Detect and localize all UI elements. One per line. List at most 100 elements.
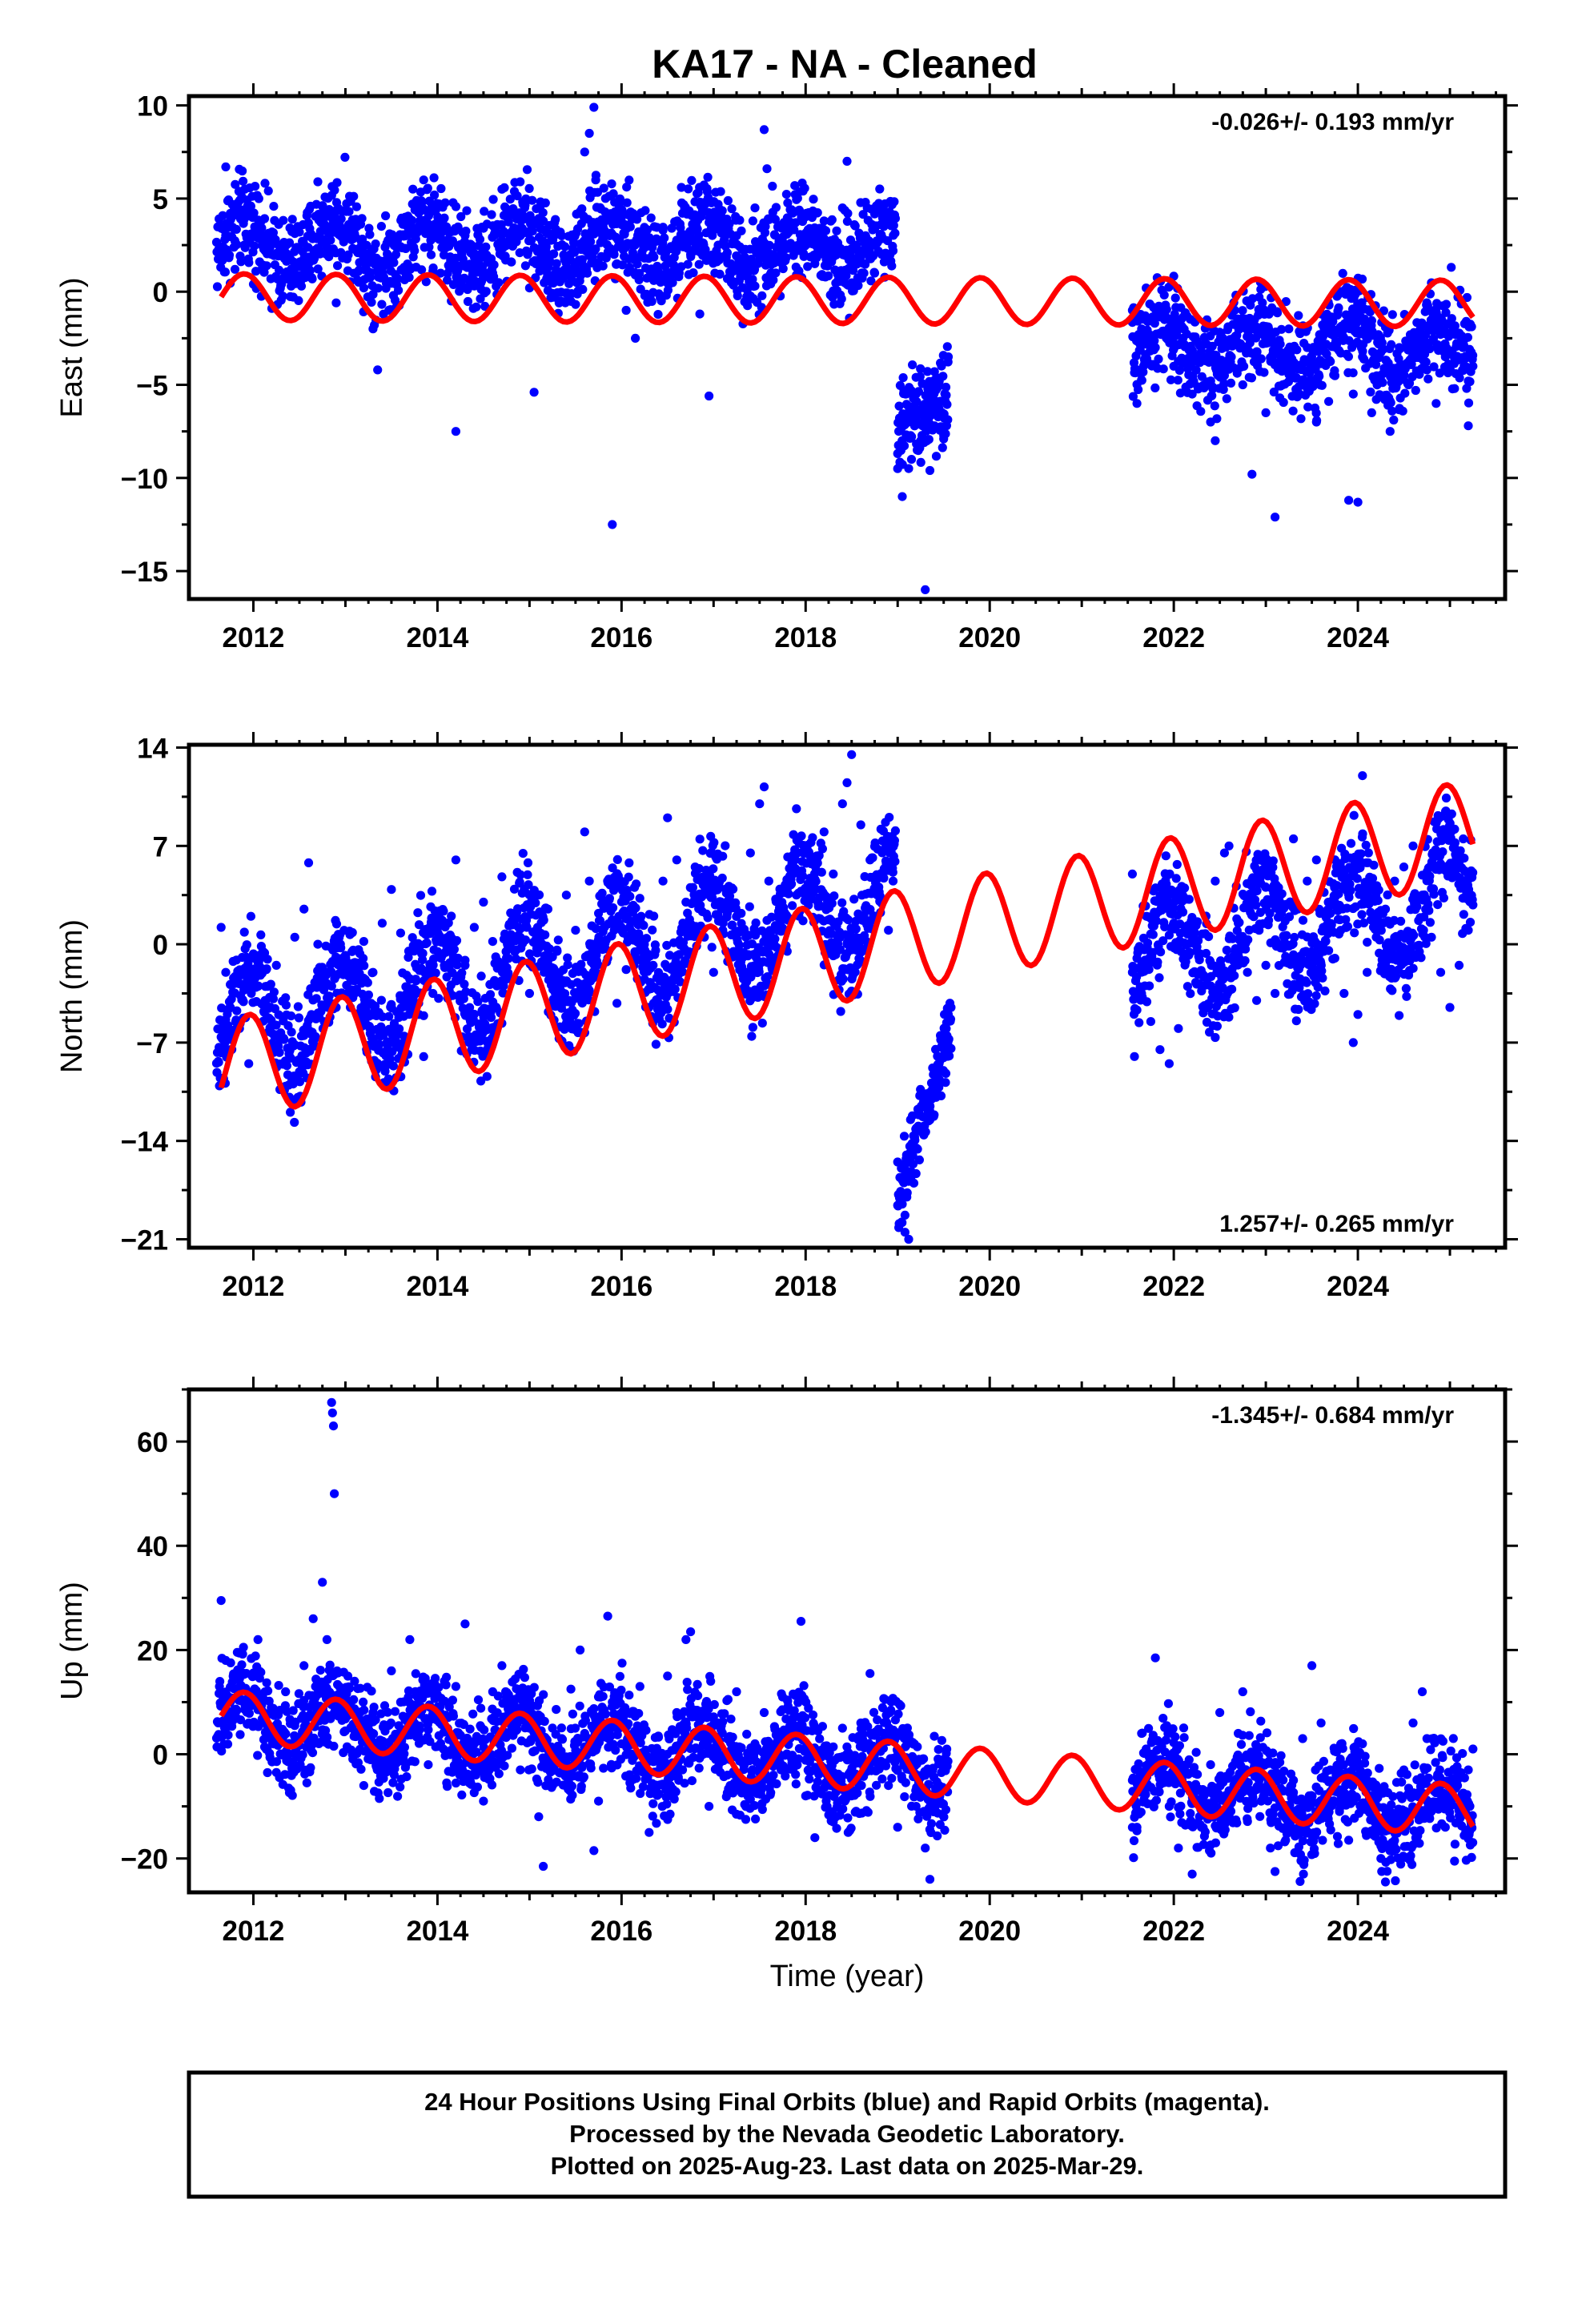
data-point [636, 911, 646, 921]
data-point [851, 916, 861, 927]
data-point [285, 274, 295, 283]
data-point [443, 275, 452, 285]
data-point [813, 858, 822, 868]
data-point [473, 997, 483, 1007]
data-point [593, 960, 603, 970]
data-point [231, 179, 240, 189]
data-point [506, 257, 516, 267]
data-point [1229, 333, 1239, 343]
data-point [646, 213, 656, 223]
data-point [1269, 387, 1279, 397]
data-point [1298, 915, 1308, 925]
data-point [1275, 361, 1284, 371]
data-point [221, 162, 231, 171]
data-point [578, 284, 588, 294]
data-point [1261, 408, 1271, 417]
data-point [916, 364, 926, 374]
data-point [363, 978, 372, 987]
data-point [381, 211, 391, 221]
data-point [266, 979, 275, 989]
data-point [684, 184, 693, 194]
data-point [939, 434, 949, 444]
data-point [452, 935, 462, 946]
data-point [801, 231, 810, 240]
data-point [330, 185, 339, 195]
data-point [351, 202, 361, 211]
data-point [707, 943, 717, 952]
data-point [303, 259, 314, 268]
data-point [632, 879, 641, 889]
data-point [803, 262, 813, 271]
data-point [476, 1076, 486, 1086]
data-point [367, 297, 376, 307]
data-point [908, 360, 917, 370]
data-points [211, 750, 1478, 1244]
data-point [269, 987, 279, 997]
data-point [284, 238, 295, 247]
data-point [716, 187, 725, 196]
data-point [1311, 991, 1321, 1000]
data-point [622, 183, 632, 192]
data-point [257, 223, 267, 233]
data-point [1425, 344, 1435, 354]
data-point [1190, 928, 1200, 938]
data-point [631, 333, 640, 343]
data-point [251, 267, 261, 276]
data-point [451, 427, 461, 436]
data-point [504, 954, 513, 963]
data-point [1421, 357, 1431, 367]
data-point [1240, 956, 1250, 966]
data-point [624, 858, 634, 868]
data-point [790, 854, 800, 865]
data-point [224, 251, 235, 260]
y-tick-label: 0 [153, 277, 168, 308]
data-point [563, 953, 572, 963]
data-point [1204, 1001, 1214, 1011]
data-point [322, 242, 331, 251]
data-point [532, 258, 542, 267]
data-point [1196, 407, 1206, 416]
data-point [612, 854, 622, 864]
data-point [384, 1011, 394, 1021]
data-point [688, 883, 698, 892]
data-point [612, 259, 622, 268]
data-point [510, 915, 520, 924]
data-point [794, 205, 805, 215]
data-point [566, 264, 576, 274]
data-point [778, 263, 788, 274]
data-point [722, 248, 733, 258]
data-point [497, 184, 507, 194]
data-point [217, 1003, 227, 1013]
data-point [242, 940, 251, 950]
data-point [942, 342, 952, 352]
data-point [246, 911, 255, 921]
data-point [869, 268, 880, 278]
data-point [1197, 347, 1207, 356]
data-point [744, 931, 753, 940]
data-point [1130, 1051, 1139, 1061]
data-point [1339, 333, 1349, 343]
data-point [400, 212, 410, 222]
data-point [424, 242, 434, 252]
data-point [657, 1019, 667, 1029]
x-tick-label: 2020 [958, 622, 1021, 653]
data-point [1165, 869, 1174, 879]
data-point [523, 858, 533, 867]
data-point [1330, 371, 1339, 380]
data-point [837, 203, 847, 213]
data-point [889, 197, 899, 207]
data-point [368, 324, 378, 334]
y-tick-label: 10 [137, 91, 168, 123]
data-point [715, 269, 725, 279]
data-point [286, 1108, 295, 1117]
data-point [750, 203, 760, 213]
data-point [239, 997, 248, 1007]
north-panel: 2012 2014 2016 2018 2020 2022 20241470−7−14−21… [55, 732, 1518, 1302]
data-point [837, 294, 846, 304]
data-point [1239, 361, 1249, 371]
data-point [531, 898, 540, 907]
data-point [734, 940, 745, 950]
data-point [238, 166, 247, 176]
data-point [1162, 304, 1171, 314]
data-point [1219, 379, 1229, 388]
